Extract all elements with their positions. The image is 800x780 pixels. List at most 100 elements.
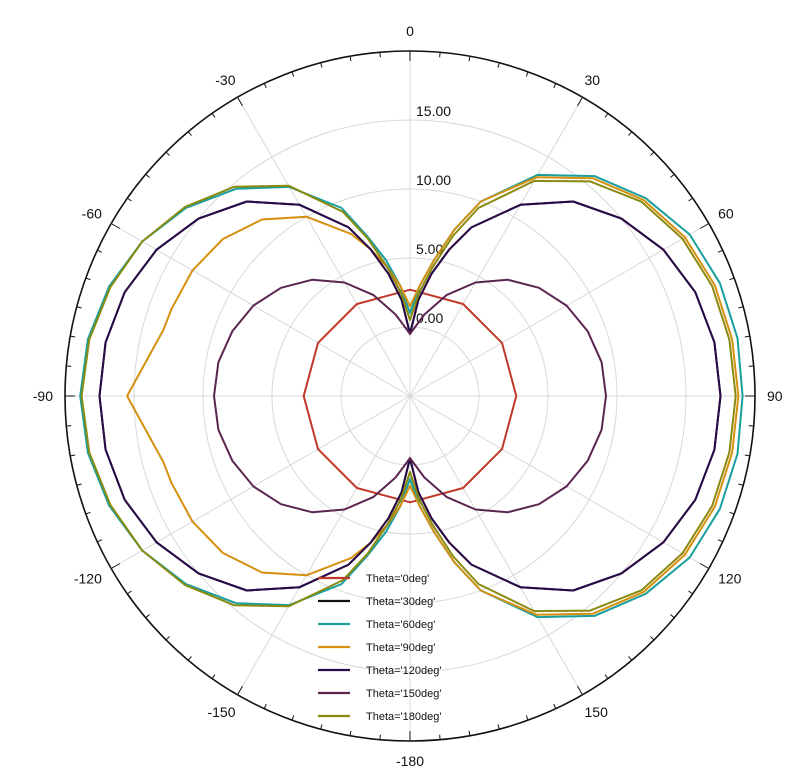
angle-minor-tick: [497, 62, 500, 68]
angle-minor-tick: [577, 685, 583, 696]
polar-grid: 0 30 60 90 120 150 -180 -150 -120 -90 -60 -30 0.00 5.…: [33, 23, 783, 769]
angle-minor-tick: [738, 306, 744, 309]
angle-minor-tick: [688, 590, 693, 595]
angle-minor-tick: [349, 730, 352, 736]
angle-minor-tick: [744, 454, 750, 457]
angle-minor-tick: [650, 636, 655, 641]
angle-minor-tick: [604, 674, 609, 679]
series-line-6: [80, 179, 737, 613]
angle-minor-tick: [497, 724, 500, 730]
legend-label-1: Theta='30deg': [366, 596, 435, 608]
radial-tick-label: 15.00: [416, 103, 451, 119]
series-layer: [79, 173, 744, 619]
series-line-0: [302, 288, 518, 504]
angle-tick-label: -30: [215, 72, 235, 88]
grid-spoke: [409, 395, 583, 696]
angle-minor-tick: [291, 715, 295, 721]
angle-tick-label: -90: [33, 388, 53, 404]
legend-label-3: Theta='90deg': [366, 642, 435, 654]
legend-label-4: Theta='120deg': [366, 665, 441, 677]
angle-minor-tick: [211, 113, 216, 118]
angle-minor-tick: [717, 539, 723, 543]
angle-minor-tick: [145, 614, 150, 619]
angle-minor-tick: [468, 730, 471, 736]
angle-minor-tick: [650, 151, 655, 156]
angle-minor-tick: [187, 656, 192, 661]
angle-minor-tick: [263, 703, 267, 709]
angle-tick-label: -180: [396, 753, 424, 769]
series-line-5: [213, 278, 607, 514]
angle-minor-tick: [70, 335, 76, 338]
angle-minor-tick: [729, 277, 735, 281]
radial-tick-label: 0.00: [416, 310, 443, 326]
angle-tick-label: -150: [207, 704, 235, 720]
angle-minor-tick: [110, 563, 121, 569]
angle-minor-tick: [628, 131, 633, 136]
angle-minor-tick: [670, 173, 675, 178]
angle-minor-tick: [85, 277, 91, 281]
angle-minor-tick: [525, 715, 529, 721]
angle-minor-tick: [717, 249, 723, 253]
angle-minor-tick: [729, 511, 735, 515]
angle-minor-tick: [145, 173, 150, 178]
grid-spoke: [409, 96, 583, 397]
angle-minor-tick: [263, 83, 267, 89]
angle-tick-label: 60: [718, 206, 734, 222]
angle-tick-label: 30: [585, 72, 601, 88]
angle-minor-tick: [70, 454, 76, 457]
angle-tick-label: 150: [585, 704, 609, 720]
angle-minor-tick: [320, 62, 323, 68]
angle-tick-label: 90: [767, 388, 783, 404]
radial-tick-label: 5.00: [416, 241, 443, 257]
series-line-3: [126, 176, 740, 616]
angle-minor-tick: [628, 656, 633, 661]
angle-minor-tick: [97, 539, 103, 543]
angle-tick-label: -120: [74, 571, 102, 587]
angle-minor-tick: [320, 724, 323, 730]
angle-tick-label: 120: [718, 571, 742, 587]
angle-minor-tick: [553, 83, 557, 89]
grid-spoke: [409, 395, 710, 569]
angle-minor-tick: [76, 306, 82, 309]
angle-tick-label: -60: [82, 206, 102, 222]
angle-minor-tick: [127, 590, 132, 595]
angle-minor-tick: [525, 71, 529, 77]
grid-spoke: [110, 395, 411, 569]
angle-minor-tick: [211, 674, 216, 679]
angle-minor-tick: [237, 96, 243, 107]
angle-minor-tick: [127, 197, 132, 202]
angle-minor-tick: [699, 563, 710, 569]
legend-label-6: Theta='180deg': [366, 711, 441, 723]
angle-minor-tick: [291, 71, 295, 77]
angle-minor-tick: [76, 483, 82, 486]
legend-label-0: Theta='0deg': [366, 573, 429, 585]
angle-minor-tick: [110, 223, 121, 229]
angle-minor-tick: [699, 223, 710, 229]
angle-minor-tick: [744, 335, 750, 338]
legend-label-5: Theta='150deg': [366, 688, 441, 700]
legend: Theta='0deg' Theta='30deg' Theta='60deg' Th…: [318, 573, 441, 723]
angle-minor-tick: [165, 636, 170, 641]
legend-label-2: Theta='60deg': [366, 619, 435, 631]
angle-minor-tick: [349, 56, 352, 62]
angle-minor-tick: [738, 483, 744, 486]
angle-minor-tick: [688, 197, 693, 202]
angle-minor-tick: [97, 249, 103, 253]
angle-minor-tick: [165, 151, 170, 156]
angle-minor-tick: [577, 96, 583, 107]
angle-minor-tick: [468, 56, 471, 62]
angle-minor-tick: [553, 703, 557, 709]
grid-spoke: [110, 223, 411, 397]
radial-tick-label: 10.00: [416, 172, 451, 188]
angle-minor-tick: [237, 685, 243, 696]
angle-minor-tick: [85, 511, 91, 515]
grid-spoke: [237, 96, 411, 397]
angle-tick-label: 0: [406, 23, 414, 39]
grid-spoke: [237, 395, 411, 696]
angle-minor-tick: [187, 131, 192, 136]
angle-minor-tick: [604, 113, 609, 118]
angle-minor-tick: [670, 614, 675, 619]
grid-spoke: [409, 223, 710, 397]
